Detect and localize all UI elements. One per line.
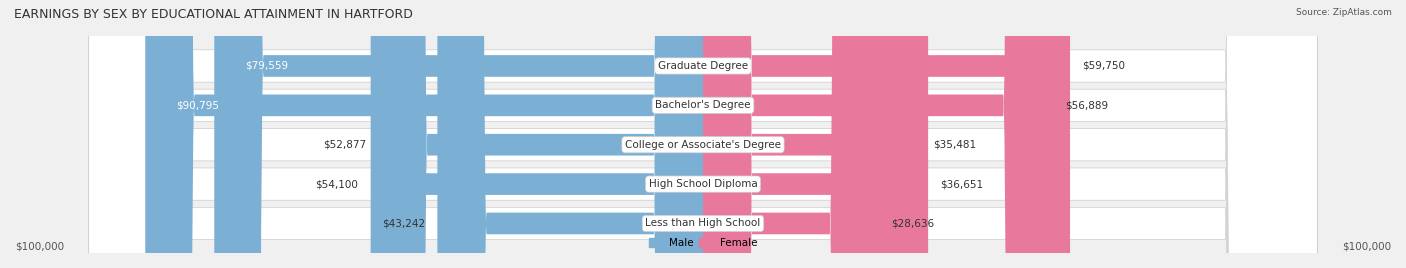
Text: $90,795: $90,795 — [176, 100, 219, 110]
Text: $100,000: $100,000 — [15, 242, 65, 252]
FancyBboxPatch shape — [89, 0, 1317, 268]
Text: $54,100: $54,100 — [315, 179, 359, 189]
Text: Graduate Degree: Graduate Degree — [658, 61, 748, 71]
Text: Less than High School: Less than High School — [645, 218, 761, 228]
FancyBboxPatch shape — [703, 0, 921, 268]
FancyBboxPatch shape — [703, 0, 879, 268]
Text: Bachelor's Degree: Bachelor's Degree — [655, 100, 751, 110]
FancyBboxPatch shape — [703, 0, 1070, 268]
Text: $28,636: $28,636 — [891, 218, 935, 228]
Text: High School Diploma: High School Diploma — [648, 179, 758, 189]
Text: Source: ZipAtlas.com: Source: ZipAtlas.com — [1296, 8, 1392, 17]
Text: $35,481: $35,481 — [934, 140, 976, 150]
FancyBboxPatch shape — [703, 0, 928, 268]
Text: EARNINGS BY SEX BY EDUCATIONAL ATTAINMENT IN HARTFORD: EARNINGS BY SEX BY EDUCATIONAL ATTAINMEN… — [14, 8, 413, 21]
FancyBboxPatch shape — [89, 0, 1317, 268]
Text: $59,750: $59,750 — [1083, 61, 1125, 71]
FancyBboxPatch shape — [214, 0, 703, 268]
Text: $100,000: $100,000 — [1341, 242, 1391, 252]
FancyBboxPatch shape — [371, 0, 703, 268]
FancyBboxPatch shape — [437, 0, 703, 268]
Text: College or Associate's Degree: College or Associate's Degree — [626, 140, 780, 150]
FancyBboxPatch shape — [145, 0, 703, 268]
Text: $52,877: $52,877 — [323, 140, 366, 150]
Text: $79,559: $79,559 — [245, 61, 288, 71]
FancyBboxPatch shape — [89, 0, 1317, 268]
Legend: Male, Female: Male, Female — [644, 233, 762, 252]
FancyBboxPatch shape — [89, 0, 1317, 268]
Text: $56,889: $56,889 — [1064, 100, 1108, 110]
Text: $36,651: $36,651 — [941, 179, 984, 189]
FancyBboxPatch shape — [378, 0, 703, 268]
FancyBboxPatch shape — [89, 0, 1317, 268]
FancyBboxPatch shape — [703, 0, 1053, 268]
Text: $43,242: $43,242 — [382, 218, 425, 228]
